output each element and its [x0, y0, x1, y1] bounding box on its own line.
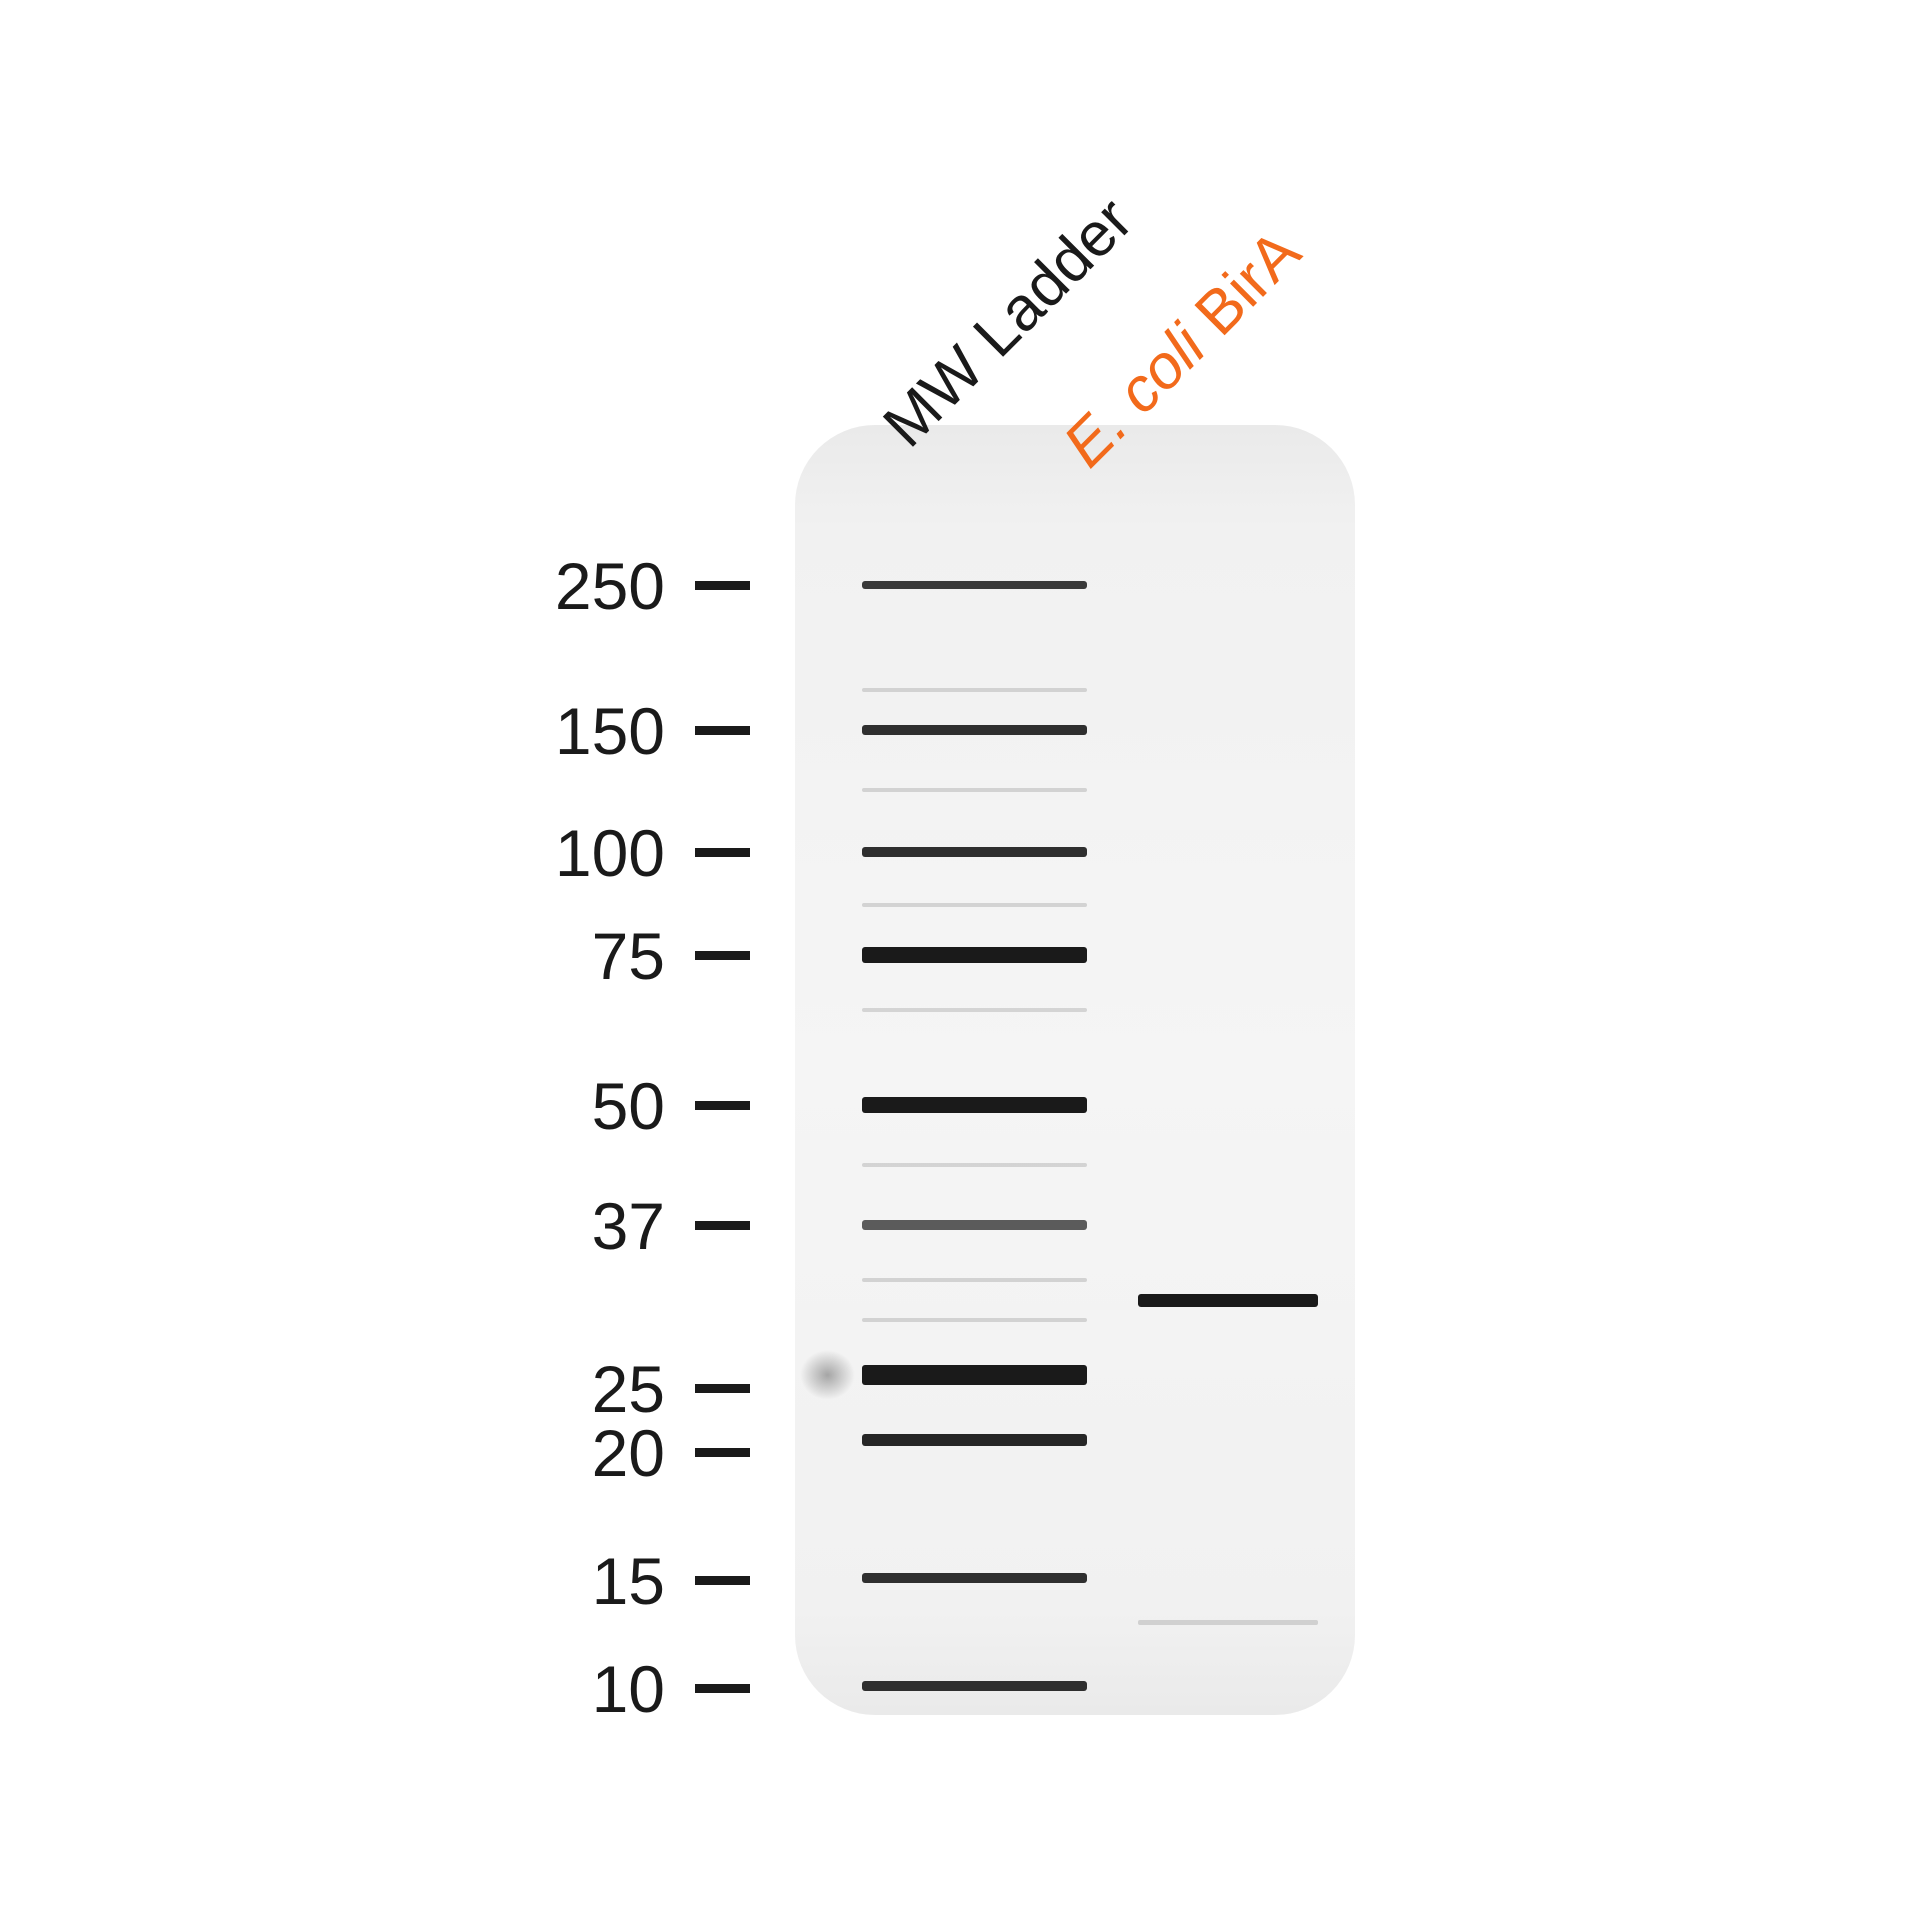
ladder-faint-band	[862, 688, 1087, 692]
lane-label-text-rest: BirA	[1182, 217, 1314, 349]
ladder-faint-band	[862, 903, 1087, 907]
mw-tick	[695, 1221, 750, 1230]
mw-tick	[695, 581, 750, 590]
ladder-band	[862, 847, 1087, 857]
ladder-band	[862, 1681, 1087, 1691]
mw-tick	[695, 726, 750, 735]
mw-label: 37	[485, 1188, 665, 1264]
mw-label: 50	[485, 1068, 665, 1144]
mw-tick	[695, 1448, 750, 1457]
ladder-faint-band	[862, 1318, 1087, 1322]
mw-label: 100	[485, 815, 665, 891]
gel-image	[795, 425, 1355, 1715]
ladder-band	[862, 1097, 1087, 1113]
ladder-band	[862, 725, 1087, 735]
ladder-band	[862, 1220, 1087, 1230]
edge-artifact	[800, 1350, 855, 1400]
mw-label: 75	[485, 918, 665, 994]
ladder-band	[862, 1573, 1087, 1583]
mw-label: 15	[485, 1543, 665, 1619]
sample-faint-band	[1138, 1620, 1318, 1625]
ladder-faint-band	[862, 1008, 1087, 1012]
ladder-faint-band	[862, 1278, 1087, 1282]
ladder-band	[862, 1365, 1087, 1385]
ladder-band	[862, 1434, 1087, 1446]
ladder-faint-band	[862, 1163, 1087, 1167]
sample-band	[1138, 1294, 1318, 1307]
mw-tick	[695, 1101, 750, 1110]
mw-tick	[695, 1384, 750, 1393]
mw-label: 10	[485, 1651, 665, 1727]
ladder-faint-band	[862, 788, 1087, 792]
mw-label: 20	[485, 1415, 665, 1491]
mw-tick	[695, 1576, 750, 1585]
ladder-band	[862, 947, 1087, 963]
mw-label: 250	[485, 548, 665, 624]
mw-tick	[695, 848, 750, 857]
mw-tick	[695, 951, 750, 960]
ladder-band	[862, 581, 1087, 589]
mw-label: 150	[485, 693, 665, 769]
mw-tick	[695, 1684, 750, 1693]
